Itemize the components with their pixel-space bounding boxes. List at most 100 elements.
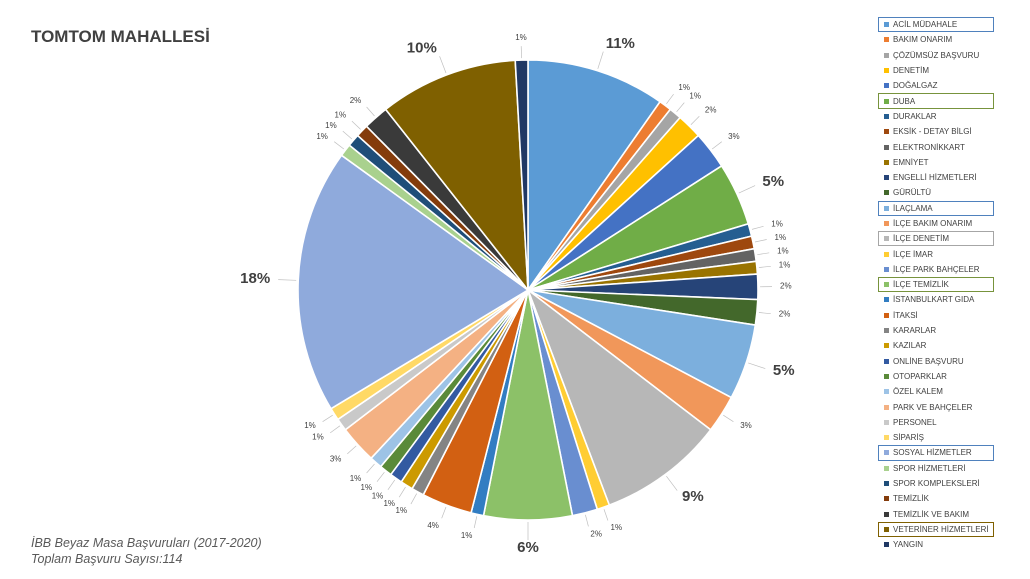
data-label-5: 5%: [762, 173, 784, 190]
legend-label-14: İLÇE DENETİM: [893, 234, 950, 244]
data-label-9: 1%: [779, 261, 791, 270]
pie-slice-33: [384, 59, 529, 293]
legend-swatch-23: [884, 373, 889, 379]
legend-swatch-5: [884, 98, 889, 104]
leader-line-7: [754, 239, 767, 243]
leader-line-31: [351, 120, 361, 130]
data-label-31: 1%: [335, 111, 347, 120]
legend-item-6: DURAKLAR: [878, 109, 994, 124]
legend-swatch-11: [884, 190, 889, 196]
legend-item-3: DENETİM: [878, 63, 994, 78]
legend-swatch-24: [884, 389, 889, 395]
legend-label-13: İLÇE BAKIM ONARIM: [893, 219, 973, 228]
legend-item-14: İLÇE DENETİM: [878, 231, 994, 247]
data-label-28: 18%: [240, 270, 270, 287]
pie-slice-0: [527, 59, 662, 293]
legend-label-0: ACİL MÜDAHALE: [893, 20, 958, 30]
leader-line-19: [441, 506, 447, 519]
legend-item-30: SPOR KOMPLEKSLERİ: [878, 476, 994, 491]
legend-item-11: GÜRÜLTÜ: [878, 185, 994, 200]
data-label-22: 1%: [372, 491, 384, 500]
legend-label-11: GÜRÜLTÜ: [893, 188, 932, 198]
leader-line-14: [666, 475, 678, 491]
legend-swatch-3: [884, 68, 889, 74]
legend-item-32: TEMİZLİK VE BAKIM: [878, 507, 994, 522]
data-label-33: 10%: [407, 40, 437, 57]
legend-label-32: TEMİZLİK VE BAKIM: [893, 509, 970, 519]
legend-swatch-10: [884, 175, 889, 181]
leader-line-26: [329, 425, 341, 434]
legend-label-10: ENGELLİ HİZMETLERİ: [893, 173, 977, 183]
legend-swatch-12: [884, 205, 889, 211]
legend-item-29: SPOR HİZMETLERİ: [878, 461, 994, 476]
data-label-13: 3%: [740, 421, 752, 430]
legend-item-19: İTAKSİ: [878, 308, 994, 323]
legend-item-28: SOSYAL HİZMETLER: [878, 445, 994, 461]
data-label-17: 6%: [517, 539, 539, 556]
data-label-30: 1%: [325, 121, 337, 130]
legend-label-31: TEMİZLİK: [893, 494, 930, 504]
legend-item-12: İLAÇLAMA: [878, 200, 994, 216]
legend-item-27: SİPARİŞ: [878, 430, 994, 445]
data-label-3: 2%: [705, 106, 717, 115]
legend-label-1: BAKIM ONARIM: [893, 35, 953, 45]
legend-swatch-19: [884, 312, 889, 318]
legend-item-15: İLÇE İMAR: [878, 246, 994, 261]
legend-item-17: İLÇE TEMİZLİK: [878, 277, 994, 293]
legend-label-16: İLÇE PARK BAHÇELER: [893, 264, 980, 274]
legend-swatch-14: [884, 236, 889, 242]
footer-note: İBB Beyaz Masa Başvuruları (2017-2020) T…: [31, 535, 262, 567]
data-label-32: 2%: [350, 96, 362, 105]
legend-item-23: OTOPARKLAR: [878, 369, 994, 384]
chart-legend: ACİL MÜDAHALE BAKIM ONARIM ÇÖZÜMSÜZ BAŞVUR…: [878, 17, 994, 552]
legend-label-7: EKSİK - DETAY BİLGİ: [893, 127, 972, 137]
data-label-29: 1%: [316, 132, 328, 141]
data-label-27: 1%: [304, 421, 316, 430]
legend-label-3: DENETİM: [893, 66, 929, 76]
legend-swatch-27: [884, 435, 889, 441]
legend-label-15: İLÇE İMAR: [893, 249, 934, 259]
leader-line-22: [387, 479, 396, 491]
legend-label-26: PERSONEL: [893, 417, 937, 427]
legend-item-22: ONLİNE BAŞVURU: [878, 354, 994, 369]
legend-swatch-6: [884, 113, 889, 119]
legend-label-4: DOĞALGAZ: [893, 81, 938, 91]
data-label-2: 1%: [689, 92, 701, 101]
legend-label-19: İTAKSİ: [893, 310, 918, 320]
leader-line-12: [748, 362, 766, 369]
legend-label-6: DURAKLAR: [893, 111, 937, 121]
data-label-4: 3%: [728, 132, 740, 141]
legend-item-21: KAZILAR: [878, 338, 994, 353]
leader-line-3: [690, 116, 700, 126]
pie-slice-28: [297, 154, 530, 410]
legend-label-20: KARARLAR: [893, 326, 937, 336]
pie-slice-14: [526, 287, 712, 507]
legend-swatch-16: [884, 266, 889, 272]
legend-label-33: VETERİNER HİZMETLERİ: [893, 524, 989, 534]
data-label-1: 1%: [678, 83, 690, 92]
data-label-21: 1%: [383, 499, 395, 508]
legend-label-28: SOSYAL HİZMETLER: [893, 448, 972, 458]
data-label-14: 9%: [682, 488, 704, 505]
pie-slice-34: [514, 59, 529, 291]
legend-swatch-26: [884, 419, 889, 425]
legend-swatch-13: [884, 221, 889, 226]
leader-line-30: [342, 130, 353, 140]
leader-line-11: [758, 312, 771, 315]
legend-item-2: ÇÖZÜMSÜZ BAŞVURU: [878, 48, 994, 63]
legend-label-17: İLÇE TEMİZLİK: [893, 280, 949, 290]
legend-label-21: KAZILAR: [893, 341, 927, 351]
data-label-8: 1%: [777, 247, 789, 256]
leader-line-25: [347, 445, 357, 455]
legend-swatch-32: [884, 511, 889, 517]
legend-swatch-1: [884, 37, 889, 43]
chart-title: TOMTOM MAHALLESİ: [31, 27, 210, 46]
data-label-26: 1%: [312, 433, 324, 442]
legend-item-9: EMNİYET: [878, 155, 994, 170]
legend-label-27: SİPARİŞ: [893, 433, 924, 443]
legend-item-18: İSTANBULKART GIDA: [878, 292, 994, 307]
leader-line-29: [333, 141, 345, 150]
data-label-25: 3%: [330, 454, 342, 463]
legend-item-4: DOĞALGAZ: [878, 78, 994, 93]
